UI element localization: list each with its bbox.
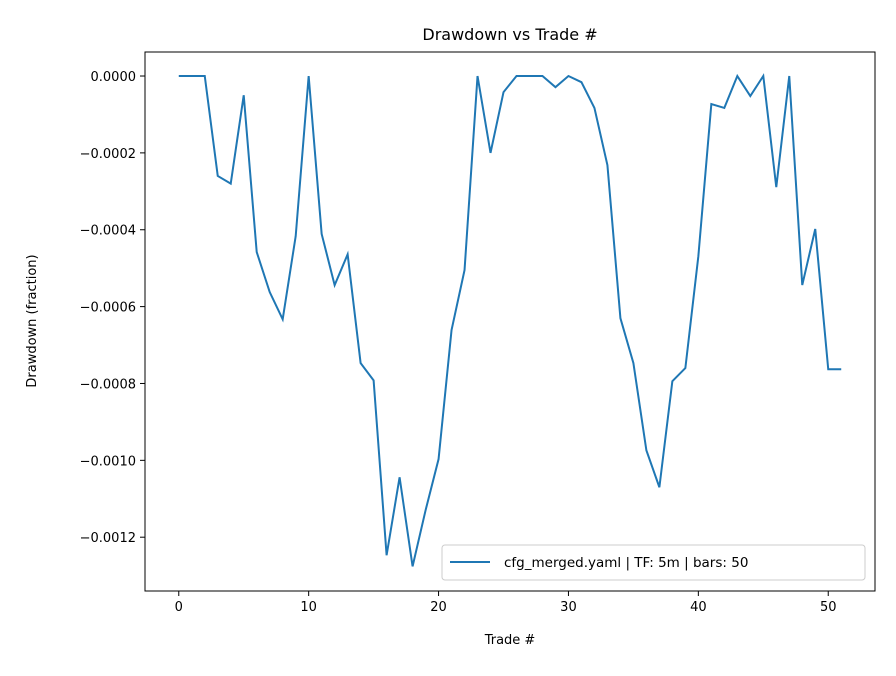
x-tick-label: 30 — [560, 600, 577, 615]
legend: cfg_merged.yaml | TF: 5m | bars: 50 — [441, 544, 866, 581]
y-axis-label: Drawdown (fraction) — [25, 254, 40, 387]
y-tick-label: −0.0006 — [80, 301, 136, 316]
series-line — [178, 73, 842, 567]
y-tick-label: −0.0012 — [80, 531, 136, 546]
legend-box — [441, 544, 866, 581]
plot-frame — [144, 51, 876, 592]
y-tick-label: −0.0010 — [80, 454, 136, 469]
legend-label: cfg_merged.yaml | TF: 5m | bars: 50 — [504, 555, 748, 571]
x-tick-label: 10 — [300, 600, 317, 615]
y-tick-label: −0.0002 — [80, 147, 136, 162]
y-tick-label: −0.0004 — [80, 224, 136, 239]
chart-title: Drawdown vs Trade # — [422, 25, 597, 44]
x-tick-label: 50 — [820, 600, 837, 615]
y-tick-label: −0.0008 — [80, 377, 136, 392]
y-tick-label: 0.0000 — [91, 70, 137, 85]
x-tick-label: 20 — [430, 600, 447, 615]
x-axis-label: Trade # — [484, 633, 536, 648]
x-tick-label: 40 — [690, 600, 707, 615]
x-tick-label: 0 — [175, 600, 183, 615]
